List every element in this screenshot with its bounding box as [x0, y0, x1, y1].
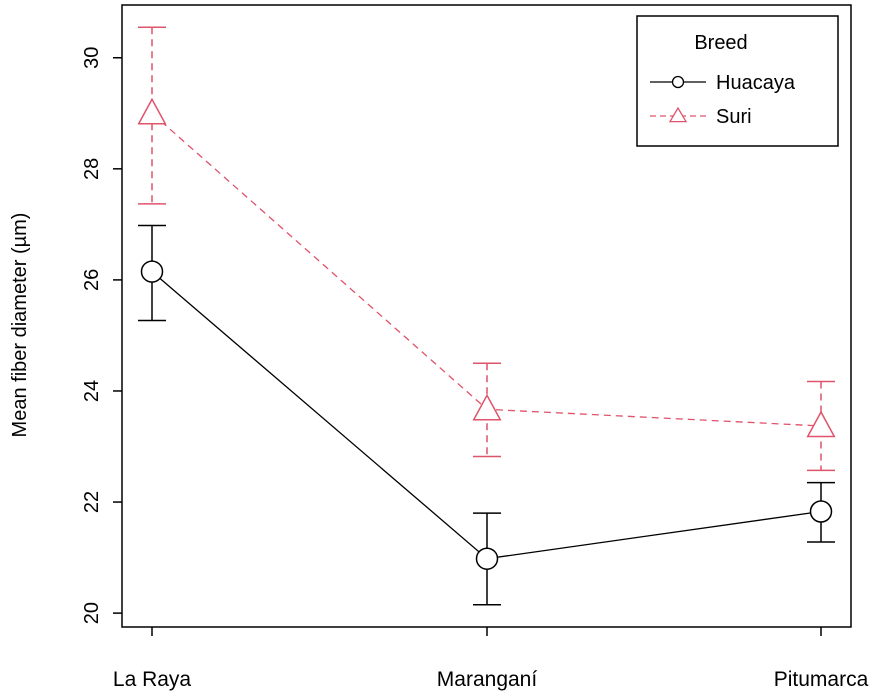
legend-item-huacaya: Huacaya	[650, 72, 796, 94]
legend: Breed Huacaya Suri	[636, 15, 839, 147]
y-tick-label: 30	[81, 47, 103, 69]
y-tick-label: 22	[81, 491, 103, 513]
legend-marker	[668, 106, 688, 123]
error-bar	[807, 380, 835, 472]
y-tick-label: 20	[81, 602, 103, 624]
series-huacaya	[138, 224, 835, 606]
y-axis-label: Mean fiber diameter (µm)	[9, 213, 31, 438]
data-point	[809, 500, 833, 523]
data-point	[137, 97, 167, 125]
legend-box	[636, 15, 839, 147]
data-point	[140, 260, 164, 283]
y-tick-label: 26	[81, 269, 103, 291]
data-point	[806, 410, 836, 438]
series-layer	[137, 26, 836, 606]
legend-marker	[671, 75, 685, 89]
y-axis: 20 22 24 26 28 30	[81, 47, 122, 624]
legend-title: Breed	[694, 32, 747, 54]
data-point	[475, 547, 499, 570]
legend-item-suri: Suri	[650, 106, 752, 128]
legend-label: Suri	[716, 106, 752, 128]
error-bar	[473, 362, 501, 458]
legend-label: Huacaya	[716, 72, 796, 94]
x-tick-label: Maranganí	[437, 668, 538, 691]
series-suri	[137, 26, 836, 472]
y-tick-label: 24	[81, 380, 103, 402]
data-point	[472, 393, 502, 421]
x-axis: La Raya Maranganí Pitumarca	[113, 627, 869, 691]
y-tick-label: 28	[81, 158, 103, 180]
x-tick-label: La Raya	[113, 668, 192, 691]
x-tick-label: Pitumarca	[774, 668, 869, 691]
